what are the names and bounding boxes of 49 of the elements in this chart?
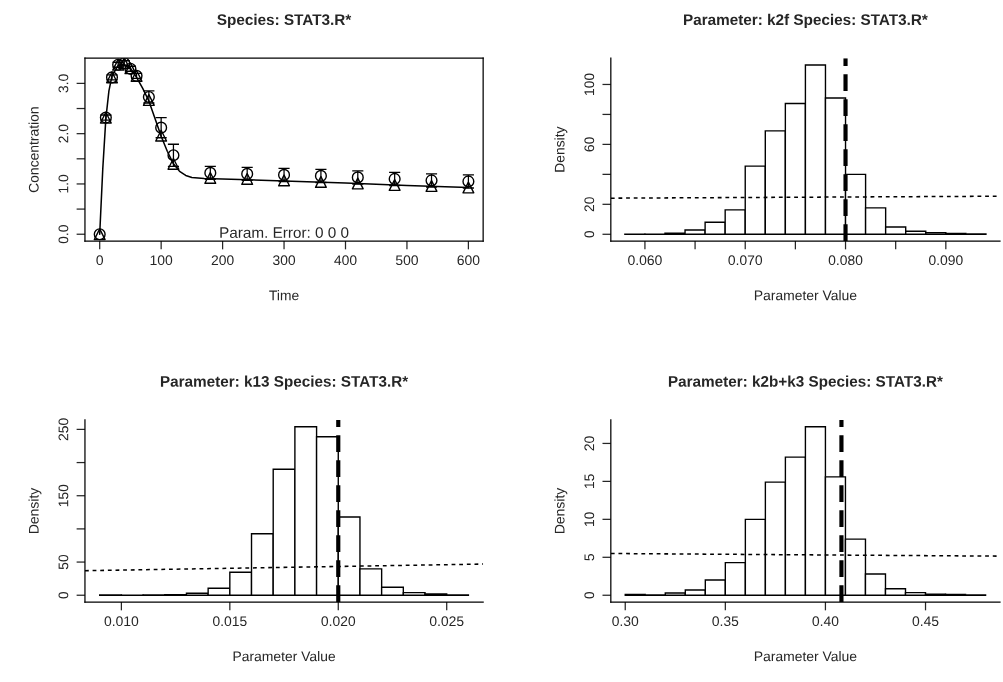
y-axis-title: Density — [554, 126, 568, 172]
y-tick-label: 50 — [58, 554, 69, 570]
x-tick-label: 500 — [395, 255, 418, 266]
y-tick-label: 0 — [58, 591, 69, 599]
x-tick-label: 0.015 — [213, 616, 247, 627]
y-tick-label: 0.0 — [58, 225, 69, 244]
x-tick-label: 0.070 — [728, 255, 763, 266]
y-tick-label: 5 — [584, 554, 595, 561]
y-tick-label: 0 — [584, 591, 595, 599]
x-axis-title: Parameter Value — [754, 651, 857, 662]
chart-title: Parameter: k13 Species: STAT3.R* — [160, 375, 409, 390]
chart-title: Parameter: k2b+k3 Species: STAT3.R* — [668, 375, 943, 390]
x-tick-label: 0.080 — [828, 255, 863, 266]
y-tick-label: 60 — [584, 137, 595, 152]
x-tick-label: 0 — [96, 255, 104, 266]
x-tick-label: 0.060 — [628, 255, 662, 266]
x-tick-label: 400 — [334, 255, 357, 266]
x-tick-label: 0.30 — [612, 616, 639, 627]
x-axis-title: Time — [269, 290, 299, 301]
chart-title: Parameter: k2f Species: STAT3.R* — [684, 13, 928, 29]
y-tick-label: 150 — [58, 484, 69, 507]
y-tick-label: 100 — [584, 73, 595, 95]
x-axis-title: Parameter Value — [233, 651, 336, 662]
x-tick-label: 0.090 — [929, 255, 963, 266]
y-tick-label: 0 — [584, 230, 595, 238]
chart-title: Species: STAT3.R* — [217, 13, 352, 29]
x-tick-label: 0.35 — [712, 616, 739, 627]
annotation: Param. Error: 0 0 0 — [220, 227, 349, 238]
y-tick-label: 15 — [584, 474, 595, 489]
x-tick-label: 300 — [272, 255, 296, 266]
x-tick-label: 0.010 — [104, 616, 139, 627]
y-tick-label: 20 — [584, 197, 595, 212]
y-tick-label: 1.0 — [58, 174, 69, 193]
y-tick-label: 3.0 — [58, 74, 69, 93]
y-tick-label: 10 — [584, 512, 595, 526]
x-tick-label: 0.40 — [812, 616, 839, 627]
y-tick-label: 250 — [58, 418, 69, 441]
y-tick-label: 2.0 — [58, 124, 69, 143]
x-tick-label: 0.45 — [912, 616, 939, 627]
y-axis-title: Density — [554, 487, 568, 533]
x-tick-label: 100 — [150, 255, 173, 266]
y-axis-title: Density — [28, 487, 42, 533]
y-axis-title: Concentration — [28, 107, 39, 193]
x-axis-title: Parameter Value — [754, 290, 857, 301]
y-tick-label: 20 — [584, 436, 595, 451]
x-tick-label: 200 — [211, 255, 234, 266]
x-tick-label: 0.025 — [429, 616, 464, 627]
x-tick-label: 600 — [457, 255, 480, 266]
x-tick-label: 0.020 — [321, 616, 356, 627]
